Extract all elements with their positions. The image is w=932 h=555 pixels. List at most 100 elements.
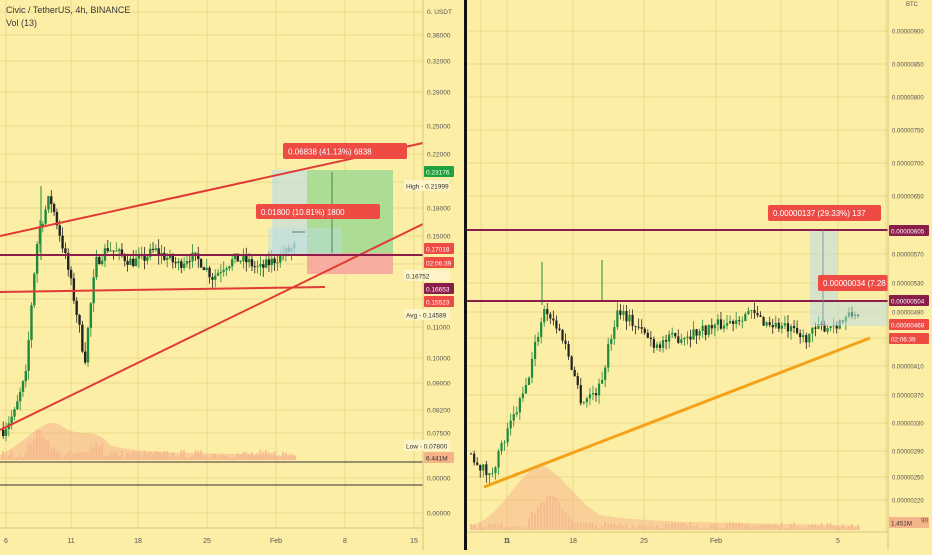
candle [197, 253, 200, 260]
candle [771, 324, 774, 328]
candle [245, 255, 248, 263]
measure-label: 0.00000137 (29.33%) 137 [773, 209, 866, 218]
candle [558, 328, 561, 330]
time-tick: 18 [569, 538, 577, 545]
price-labels: 0.23176 High - 0.21999 0.17018 02:06:39 0.16… [404, 166, 929, 528]
price-tick: 0.25000 [427, 124, 451, 131]
candle [796, 328, 799, 334]
price-label-box [889, 295, 929, 306]
candle [488, 473, 491, 476]
candle [805, 335, 808, 343]
candle [552, 318, 555, 321]
candle [202, 267, 206, 271]
candle [132, 258, 135, 267]
candle [564, 340, 567, 344]
candle [728, 321, 732, 324]
left-drawings[interactable]: 0.06838 (41.13%) 6838 0.01800 (10.81%) 18… [0, 142, 424, 431]
candle [765, 322, 768, 326]
price-label: 02:06:39 [891, 337, 916, 344]
price-tick: 0.00000410 [892, 365, 924, 371]
support-trendline [483, 336, 871, 489]
candle [674, 333, 677, 337]
candle [588, 394, 592, 399]
candle [741, 320, 744, 322]
candle [683, 338, 686, 340]
price-tick: 0.07500 [427, 431, 451, 438]
candle [792, 326, 796, 329]
volume-indicator-label[interactable]: Vol (13) [6, 18, 38, 28]
candle [247, 259, 251, 263]
time-tick: 18 [134, 538, 142, 545]
price-tick: 0.00000800 [892, 96, 924, 102]
candle [735, 320, 738, 324]
price-label-box [424, 296, 454, 307]
candle [677, 336, 680, 343]
candle [485, 464, 488, 476]
candle [199, 259, 203, 268]
candle [643, 328, 646, 333]
candle [780, 325, 783, 329]
candle [808, 333, 811, 343]
price-label: 6.441M [426, 456, 448, 463]
symbol-title[interactable]: Civic / TetherUS, 4h, BINANCE [6, 5, 131, 15]
measure-label: 0.06838 (41.13%) 6838 [288, 148, 372, 157]
candle [233, 253, 237, 260]
price-label: 0.16653 [426, 287, 450, 294]
candle [789, 326, 793, 332]
price-tick: 0.00000700 [892, 162, 924, 168]
candle [756, 313, 759, 316]
candle [13, 409, 16, 417]
price-label: 0.23176 [426, 170, 450, 177]
candle [78, 314, 81, 325]
candle [610, 338, 613, 344]
candle [567, 343, 570, 357]
measure-label-box [768, 205, 881, 221]
candle [573, 369, 576, 377]
candle [799, 333, 802, 338]
candle [109, 250, 112, 252]
candle [256, 266, 259, 268]
price-tick: 0.15000 [427, 234, 451, 241]
price-tick: 0.00000490 [892, 311, 924, 317]
candle [759, 315, 762, 318]
price-tick: 0.22000 [427, 152, 451, 159]
candle [157, 248, 160, 255]
price-tick: 0.28000 [427, 90, 451, 97]
price-label-box [404, 309, 450, 320]
measure-box [268, 228, 342, 255]
candle [239, 261, 242, 262]
price-label-box [404, 270, 450, 281]
price-label: 90 [921, 518, 929, 525]
candle [41, 223, 44, 228]
candle [146, 256, 149, 261]
candle [722, 325, 726, 329]
candle [470, 453, 473, 455]
candle [640, 327, 643, 329]
price-tick: 0.00000650 [892, 195, 924, 201]
candle [786, 323, 790, 332]
right-volume-bars [470, 465, 860, 530]
candle [143, 253, 146, 261]
candle [115, 250, 118, 252]
right-drawings[interactable]: 0.00000137 (29.33%) 137 0.00000034 (7.28 [467, 205, 888, 489]
candle [768, 322, 771, 325]
candle [2, 429, 5, 436]
candle [188, 261, 191, 262]
candle [753, 310, 756, 314]
candle [777, 322, 780, 329]
measure-label: 0.00000034 (7.28 [823, 279, 886, 288]
price-label-box [889, 333, 929, 344]
candle [270, 258, 273, 266]
candle [30, 305, 33, 341]
candle [503, 442, 506, 444]
price-tick: 0.00000850 [892, 63, 924, 69]
price-label-box [424, 452, 454, 463]
price-tick: 0.11000 [427, 325, 450, 332]
candle [835, 324, 838, 329]
price-tick: 0.00000570 [892, 253, 924, 259]
candle [601, 379, 604, 384]
candle [86, 327, 90, 363]
candle [55, 212, 59, 226]
candle [50, 196, 53, 205]
